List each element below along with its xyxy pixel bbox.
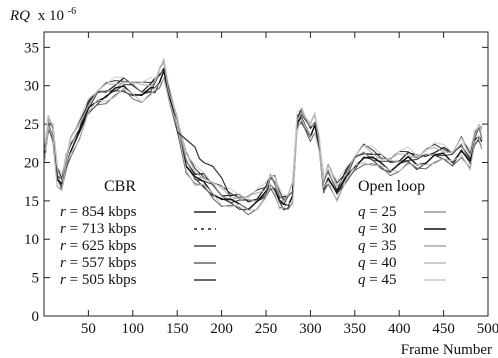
y-tick-label: 5 [32, 271, 40, 287]
legend-open-loop-title: Open loop [358, 178, 425, 195]
legend-cbr-title: CBR [104, 178, 136, 195]
y-tick-label: 0 [32, 309, 40, 325]
x-tick-label: 100 [122, 321, 145, 337]
legend-entry-var: r [60, 255, 66, 271]
legend-entry-label: q = 45 [358, 272, 396, 288]
series-line [44, 57, 483, 199]
y-axis-title: RQ x 10 -6 [9, 6, 76, 24]
legend-entry-var: r [60, 272, 66, 288]
legend-entry-value: 713 kbps [82, 221, 137, 237]
legend-entry-var: q [358, 221, 366, 237]
legend-entry-var: q [358, 255, 366, 271]
legend-entry-label: q = 40 [358, 255, 396, 271]
legend-entry-equals: = [66, 221, 82, 237]
legend-entry-equals: = [66, 255, 82, 271]
x-tick-label: 50 [81, 321, 96, 337]
x-tick-label: 250 [255, 321, 278, 337]
series-line [44, 77, 483, 216]
legend-entry-value: 25 [381, 204, 396, 220]
legend-entry-label: r = 557 kbps [60, 255, 137, 271]
y-axis-title-exp: -6 [68, 6, 76, 17]
legend-entry-label: q = 35 [358, 238, 396, 254]
legend-entry-label: r = 854 kbps [60, 204, 137, 220]
legend-entry-value: 30 [381, 221, 396, 237]
y-tick-label: 35 [24, 40, 39, 56]
y-tick-label: 30 [24, 79, 39, 95]
y-axis-title-scale: x 10 [38, 8, 64, 24]
legend-entry-value: 45 [381, 272, 396, 288]
x-tick-label: 200 [210, 321, 233, 337]
y-tick-label: 15 [24, 194, 39, 210]
legend-entry-equals: = [366, 221, 382, 237]
series-line-detour [176, 131, 232, 198]
legend-entry-equals: = [66, 272, 82, 288]
legend-entry-var: q [358, 238, 366, 254]
legend-entry-value: 40 [381, 255, 396, 271]
legend-entry-value: 557 kbps [82, 255, 137, 271]
legend-entry-label: q = 30 [358, 221, 396, 237]
legend-entry-label: r = 713 kbps [60, 221, 137, 237]
x-tick-label: 150 [166, 321, 189, 337]
x-axis-ticks: 50 100 150 200 250 300 350 400 450 500 [81, 32, 498, 337]
legend-entry-equals: = [366, 204, 382, 220]
x-axis-title: Frame Number [401, 342, 492, 358]
x-tick-label: 500 [477, 321, 498, 337]
series-lines [44, 57, 483, 216]
x-tick-label: 400 [388, 321, 411, 337]
legend-entry-var: q [358, 204, 366, 220]
legend-entry-value: 625 kbps [82, 238, 137, 254]
y-tick-label: 25 [24, 117, 39, 133]
legend-entry-label: r = 505 kbps [60, 272, 137, 288]
x-tick-label: 350 [344, 321, 367, 337]
legend-entry-equals: = [366, 272, 382, 288]
legend-entry-var: r [60, 238, 66, 254]
x-tick-label: 300 [299, 321, 322, 337]
legend-entry-equals: = [366, 255, 382, 271]
legend-open-loop: Open loop q = 25q = 30q = 35q = 40q = 45 [358, 178, 446, 288]
legend-entry-var: r [60, 221, 66, 237]
series-line [44, 78, 483, 211]
legend-entry-equals: = [66, 238, 82, 254]
y-tick-label: 10 [24, 232, 39, 248]
legend-entry-equals: = [66, 204, 82, 220]
legend-entry-value: 854 kbps [82, 204, 137, 220]
legend-entry-value: 35 [381, 238, 396, 254]
legend-entry-value: 505 kbps [82, 272, 137, 288]
y-axis-title-main: RQ [9, 8, 30, 24]
legend-entry-equals: = [366, 238, 382, 254]
y-tick-label: 20 [24, 155, 39, 171]
x-tick-label: 450 [432, 321, 455, 337]
legend-entry-label: r = 625 kbps [60, 238, 137, 254]
legend-entry-var: q [358, 272, 366, 288]
legend-entry-var: r [60, 204, 66, 220]
legend-entry-label: q = 25 [358, 204, 396, 220]
series-line [44, 62, 483, 203]
